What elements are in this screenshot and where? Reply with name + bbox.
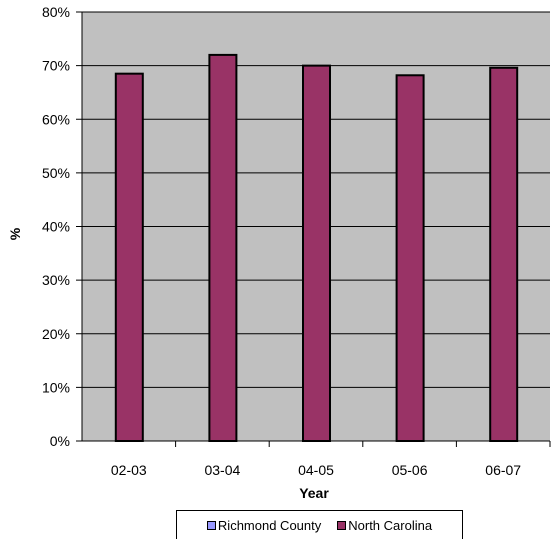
y-tick-label: 30% (42, 272, 70, 288)
y-tick-label: 80% (42, 4, 70, 20)
x-axis-title: Year (299, 485, 329, 501)
y-axis-ticks: 0% 10% 20% 30% 40% 50% 60% 70% 80% (42, 4, 82, 449)
bar-north-carolina-04-05 (302, 64, 331, 442)
bar-north-carolina-05-06 (395, 74, 425, 442)
legend-item-richmond-county: Richmond County (206, 517, 322, 533)
y-tick-label: 60% (42, 111, 70, 127)
legend-label-richmond-county: Richmond County (217, 517, 322, 533)
bar-north-carolina-06-07 (489, 66, 519, 443)
bar-north-carolina-03-04 (208, 53, 238, 443)
x-tick-label: 03-04 (204, 462, 240, 478)
bar-chart: 0% 10% 20% 30% 40% 50% 60% 70% 80% 02-03 03-04 04-… (7, 4, 551, 501)
legend-item-north-carolina: North Carolina (337, 518, 432, 533)
x-axis-ticks: 02-03 03-04 04-05 05-06 06-07 (111, 441, 551, 478)
legend-swatch-richmond-county (206, 520, 216, 530)
x-tick-label: 06-07 (485, 462, 521, 478)
x-tick-label: 02-03 (111, 462, 147, 478)
y-tick-label: 0% (50, 433, 70, 449)
legend-swatch-north-carolina (337, 520, 347, 530)
y-tick-label: 20% (42, 326, 70, 342)
y-tick-label: 70% (42, 58, 70, 74)
x-tick-label: 04-05 (298, 462, 334, 478)
y-tick-label: 50% (42, 165, 70, 181)
legend-label-north-carolina: North Carolina (348, 517, 433, 533)
y-tick-label: 10% (42, 379, 70, 395)
bars (114, 53, 519, 443)
y-axis-title: % (7, 227, 23, 240)
legend: Richmond County North Carolina (176, 510, 463, 539)
y-tick-label: 40% (42, 219, 70, 235)
bar-north-carolina-02-03 (114, 72, 144, 442)
x-tick-label: 05-06 (392, 462, 428, 478)
